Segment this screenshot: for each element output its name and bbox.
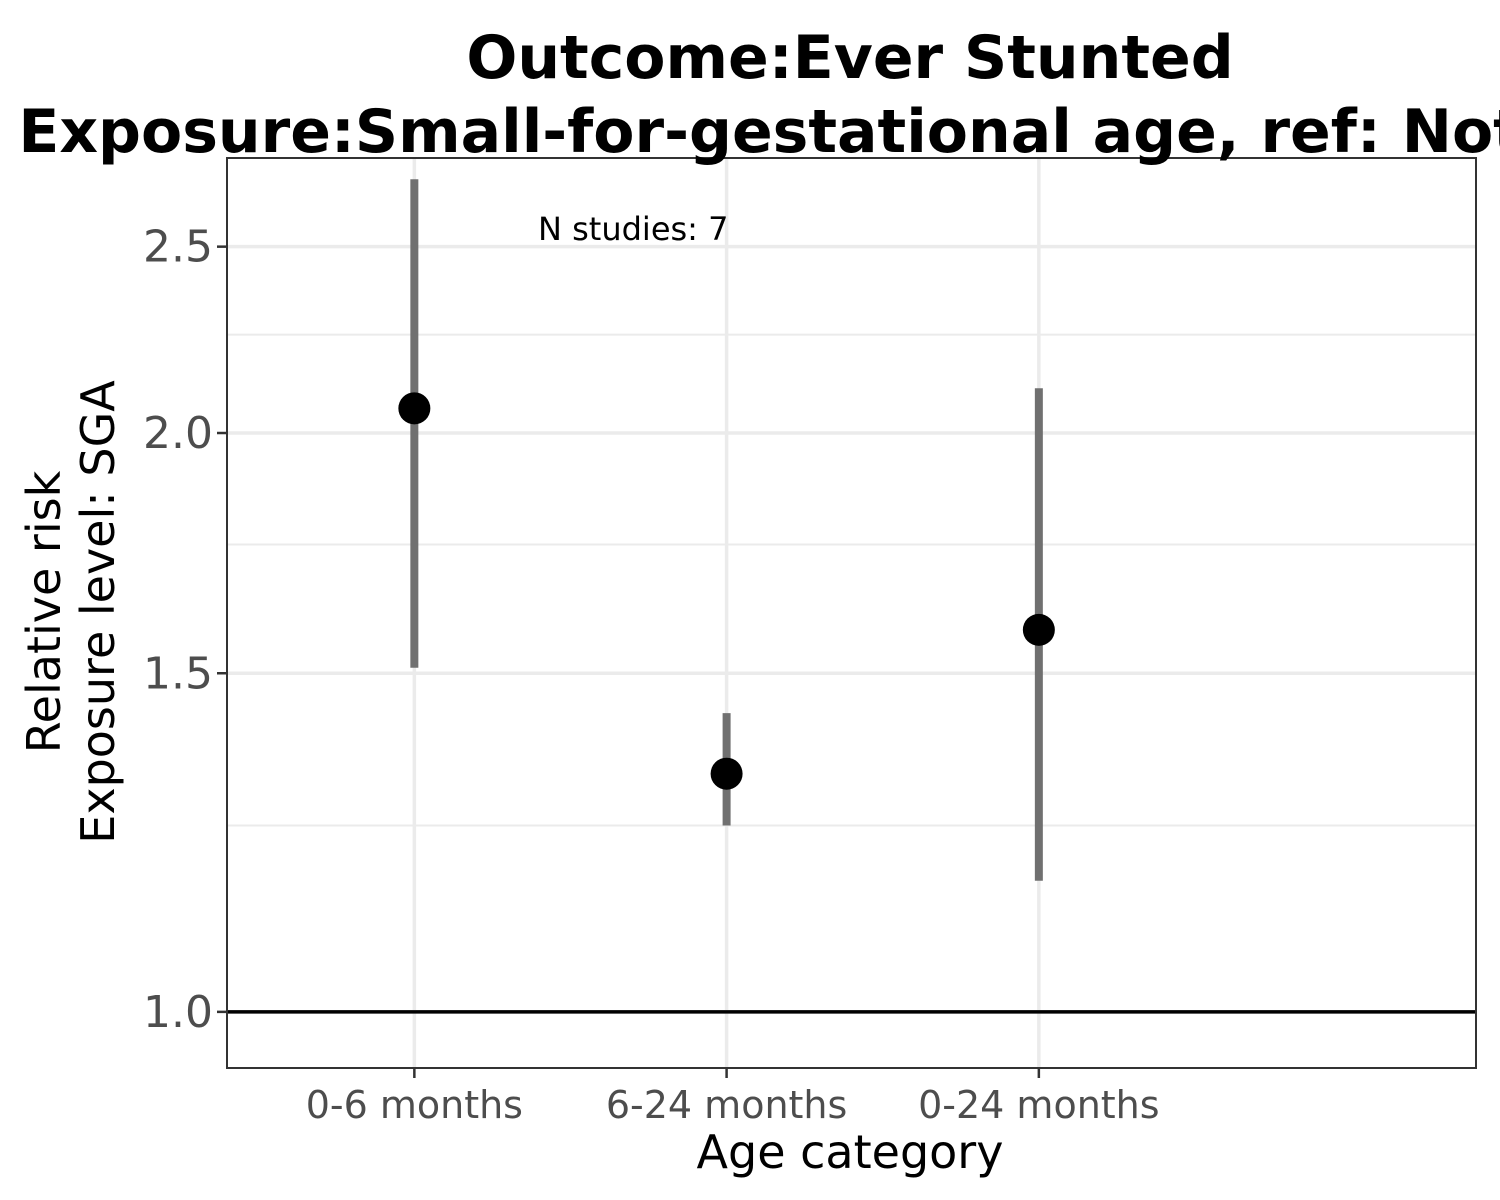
x-axis-title: Age category	[697, 1125, 1004, 1179]
chart-title-line-2: Exposure:Small-for-gestational age, ref:…	[18, 97, 1500, 167]
n-studies-annotation: N studies: 7	[538, 210, 728, 248]
estimate-point	[1023, 614, 1055, 646]
y-axis-title-line-2: Exposure level: SGA	[71, 380, 125, 844]
chart-title-line-1: Outcome:Ever Stunted	[466, 23, 1233, 93]
x-tick-label: 6-24 months	[606, 1083, 847, 1127]
y-tick-label: 1.5	[143, 648, 213, 699]
y-tick-label: 2.5	[143, 222, 213, 273]
x-tick-label: 0-24 months	[918, 1083, 1159, 1127]
x-tick-label: 0-6 months	[306, 1083, 523, 1127]
y-axis-title-line-1: Relative risk	[17, 470, 71, 753]
y-tick-label: 1.0	[143, 987, 213, 1038]
y-tick-label: 2.0	[143, 408, 213, 459]
estimate-point	[711, 758, 743, 790]
estimate-point	[398, 392, 430, 424]
